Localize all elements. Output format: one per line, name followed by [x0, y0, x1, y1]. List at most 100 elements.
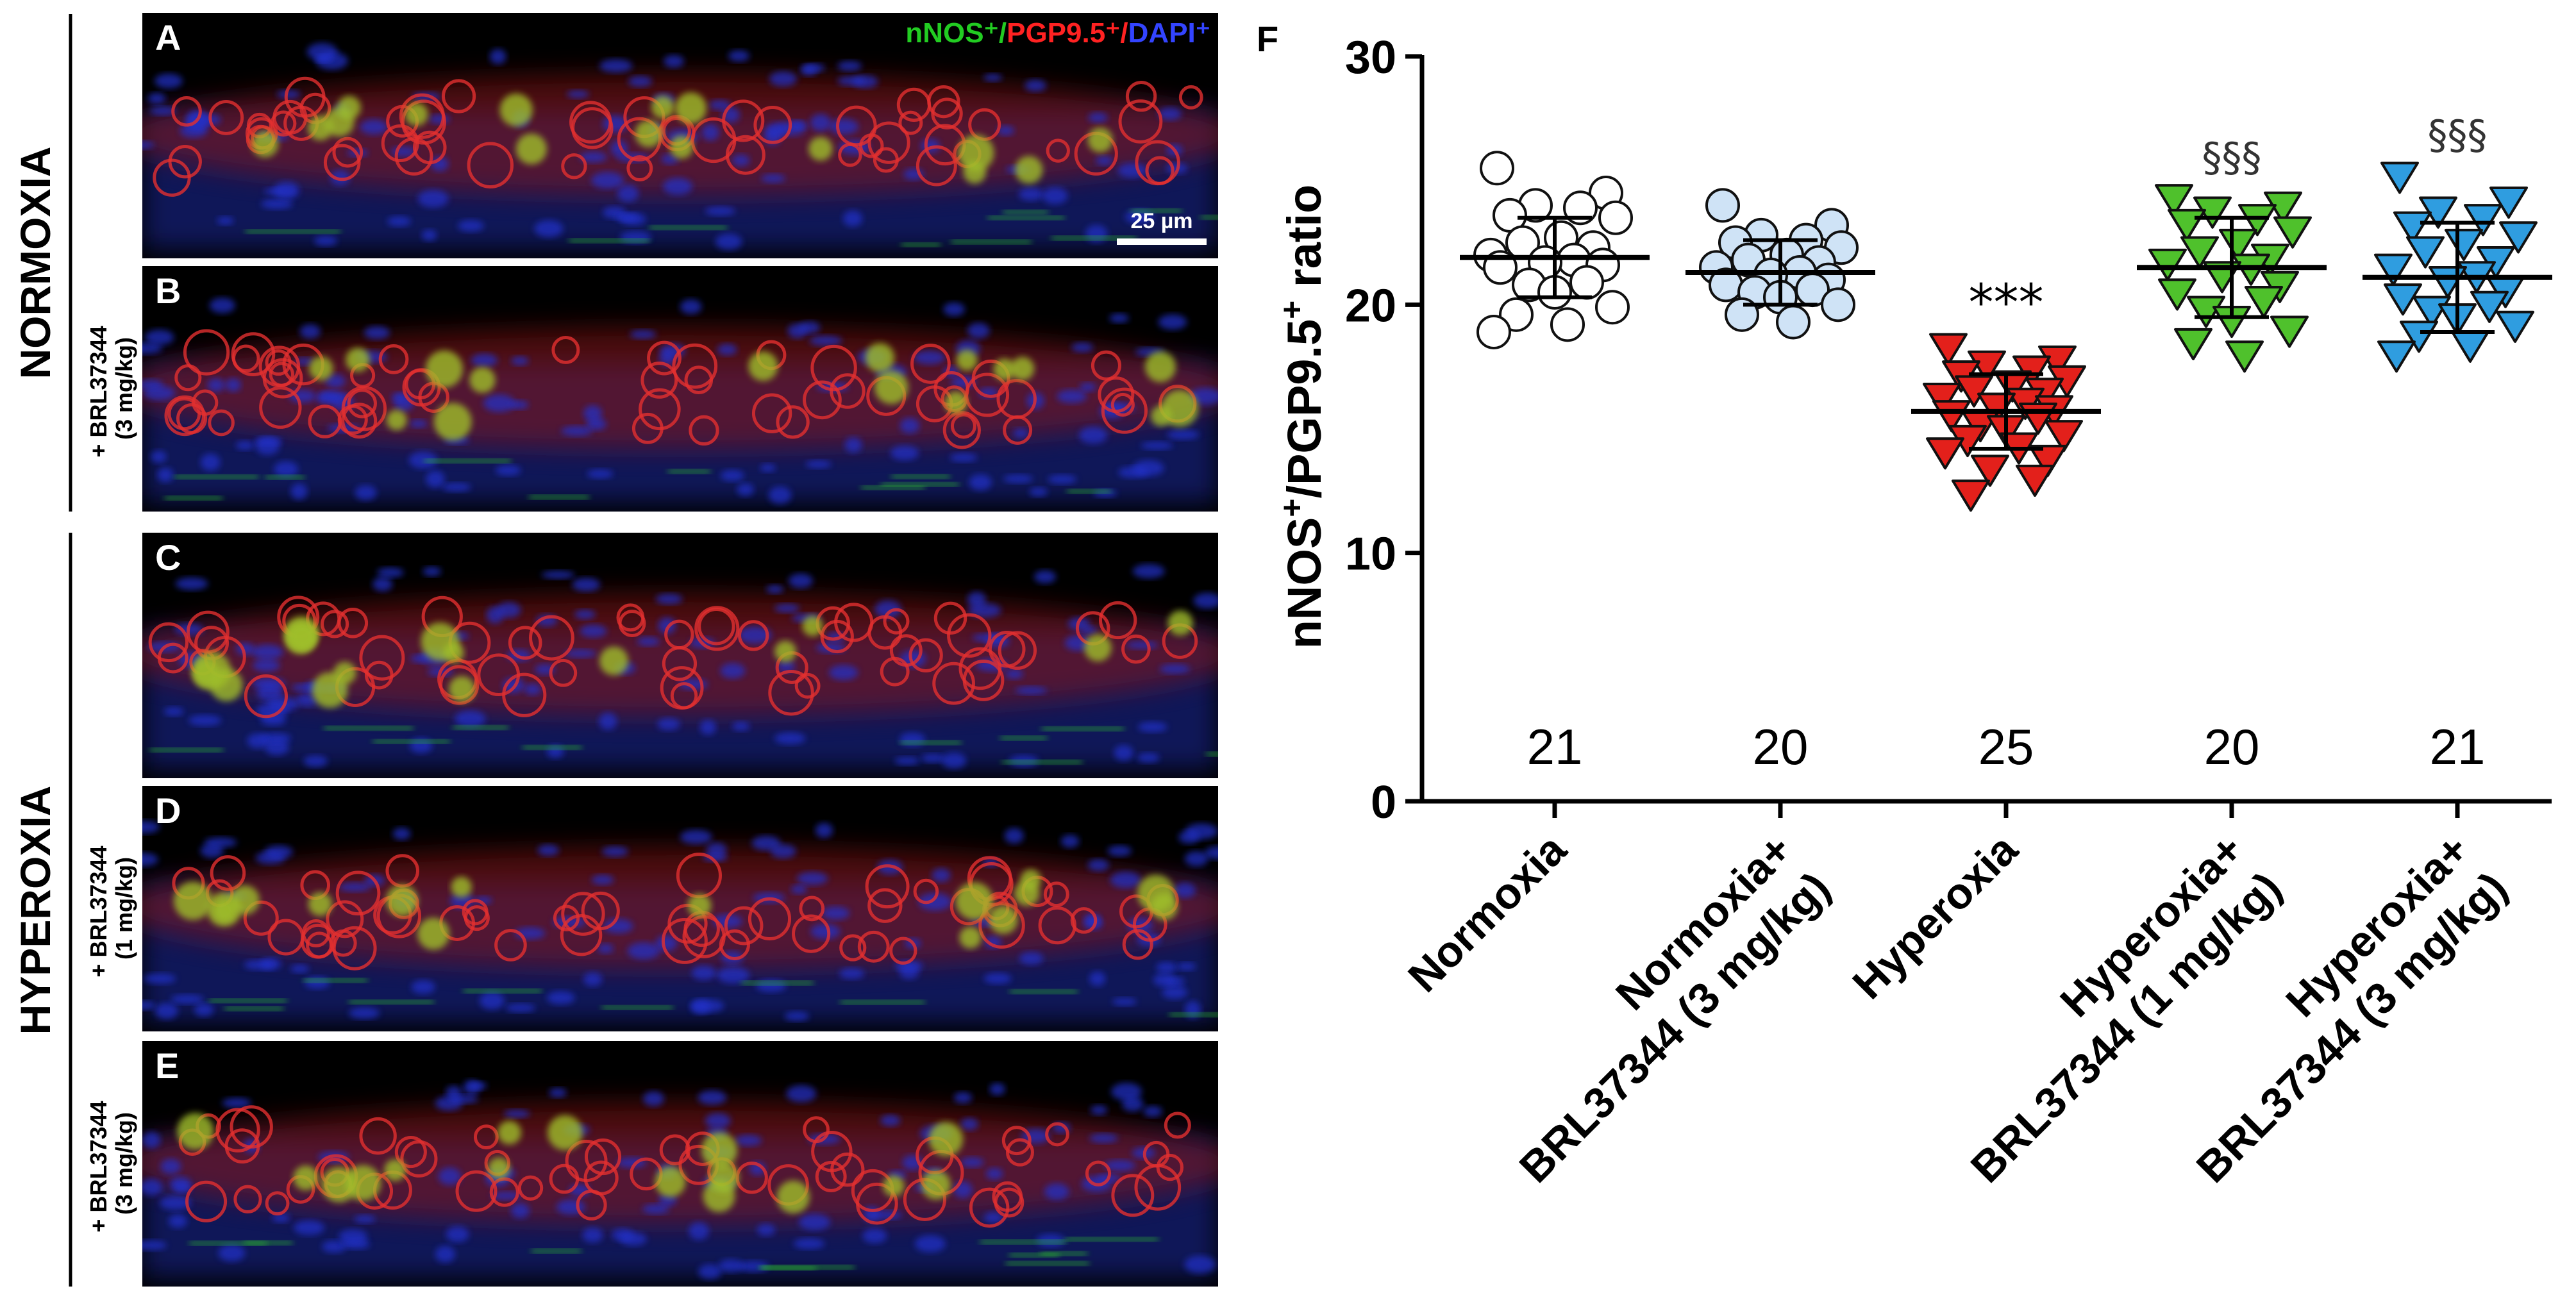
nucleus-dot [591, 172, 624, 189]
nucleus-dot [1090, 1105, 1108, 1115]
nucleus-dot [1137, 753, 1160, 763]
nucleus-dot [142, 1240, 167, 1251]
nerve-fiber [1065, 1237, 1158, 1242]
nucleus-dot [1112, 997, 1137, 1006]
neuron-cell [1110, 392, 1135, 417]
nerve-fiber [741, 981, 814, 985]
nucleus-dot [511, 356, 529, 365]
neuron-cell [1164, 1112, 1191, 1139]
data-point [2400, 321, 2438, 353]
data-point [2496, 310, 2534, 343]
nucleus-dot [768, 486, 792, 504]
neuron-cell [1043, 881, 1069, 908]
nucleus-dot [1104, 1160, 1135, 1171]
nnos-positive-cell [955, 882, 994, 920]
nucleus-dot [800, 65, 817, 76]
data-point [2028, 444, 2067, 478]
data-point [2270, 315, 2309, 348]
neuron-cell [933, 601, 967, 635]
nerve-fiber [174, 474, 259, 479]
nnos-positive-cell [309, 356, 333, 381]
nucleus-dot [705, 206, 736, 216]
nucleus-dot [546, 991, 575, 1004]
neuron-cell [1178, 85, 1203, 110]
nnos-positive-cell [1167, 610, 1193, 636]
treatment-label-b-line1: + BRL37344 [85, 326, 112, 457]
nucleus-dot [701, 124, 719, 141]
nucleus-dot [720, 469, 744, 481]
neuron-cell [148, 622, 189, 663]
nucleus-dot [809, 335, 842, 346]
scale-bar [1117, 238, 1207, 245]
nucleus-dot [1114, 745, 1133, 761]
data-point [1929, 333, 1968, 365]
nerve-fiber [649, 226, 727, 230]
nucleus-dot [1193, 592, 1218, 609]
data-point [1480, 151, 1514, 186]
neuron-cell [332, 137, 364, 168]
nucleus-dot [655, 594, 683, 604]
nucleus-dot [144, 973, 176, 984]
neuron-cell [329, 929, 357, 957]
treatment-label-b: + BRL37344 (3 mg/kg) [85, 319, 137, 457]
nucleus-dot [921, 754, 946, 763]
nucleus-dot [953, 1181, 973, 1198]
neuron-cell [171, 96, 202, 127]
nucleus-dot [1184, 1255, 1216, 1274]
treatment-label-d-line2: (1 mg/kg) [111, 857, 137, 960]
nnos-positive-cell [417, 917, 450, 950]
neuron-cell [722, 99, 765, 142]
neuron-cell [401, 99, 447, 145]
neuron-cell [1118, 99, 1163, 144]
neuron-cell [998, 631, 1037, 670]
nucleus-dot [1158, 314, 1187, 330]
neuron-cell [243, 900, 279, 936]
nnos-positive-cell [655, 1166, 686, 1197]
data-point [2168, 208, 2206, 242]
nucleus-dot [339, 882, 371, 892]
nucleus-dot [603, 919, 633, 934]
neuron-cell [183, 329, 230, 376]
nucleus-dot [1132, 460, 1164, 476]
nucleus-dot [810, 113, 832, 131]
nnos-positive-cell [687, 894, 712, 917]
nucleus-dot [766, 585, 783, 594]
neuron-cell [799, 896, 825, 922]
nnos-positive-cell [177, 1113, 214, 1150]
nucleus-dot [628, 76, 653, 87]
neuron-cell [867, 888, 903, 923]
nucleus-dot [142, 342, 162, 354]
nnos-positive-cell [384, 1159, 406, 1181]
panel-letter-d: D [155, 790, 181, 831]
nnos-positive-cell [959, 926, 982, 949]
neuron-cell [858, 133, 884, 158]
nucleus-dot [303, 755, 328, 767]
nucleus-dot [583, 405, 603, 422]
data-point [2429, 266, 2467, 299]
group-label-normoxia: NORMOXIA [12, 147, 59, 379]
sample-size-label: 21 [1527, 719, 1583, 775]
nucleus-dot [274, 461, 299, 478]
neuron-cell [549, 1163, 580, 1194]
y-axis: 0 10 20 30 [1345, 32, 1425, 828]
nnos-positive-cell [1087, 127, 1113, 153]
data-point [2180, 236, 2219, 269]
significance-annotation: §§§ [2202, 134, 2262, 181]
nucleus-dot [1048, 474, 1077, 484]
nucleus-dot [614, 213, 639, 222]
nerve-fiber [760, 1266, 816, 1271]
nucleus-dot [769, 71, 798, 87]
neuron-cell [1046, 138, 1070, 163]
nnos-positive-cell [1145, 351, 1176, 383]
nucleus-dot [680, 299, 702, 315]
nerve-fiber [1131, 208, 1182, 213]
nucleus-dot [1125, 209, 1154, 224]
nucleus-dot [784, 1011, 810, 1021]
nucleus-dot [171, 994, 205, 1004]
stain-legend-nnos: nNOS⁺/ [905, 17, 1007, 49]
nucleus-dot [1205, 846, 1218, 860]
nerve-fiber [901, 242, 941, 247]
nucleus-dot [225, 378, 242, 392]
neuron-cell [208, 409, 235, 437]
nucleus-dot [913, 350, 946, 365]
